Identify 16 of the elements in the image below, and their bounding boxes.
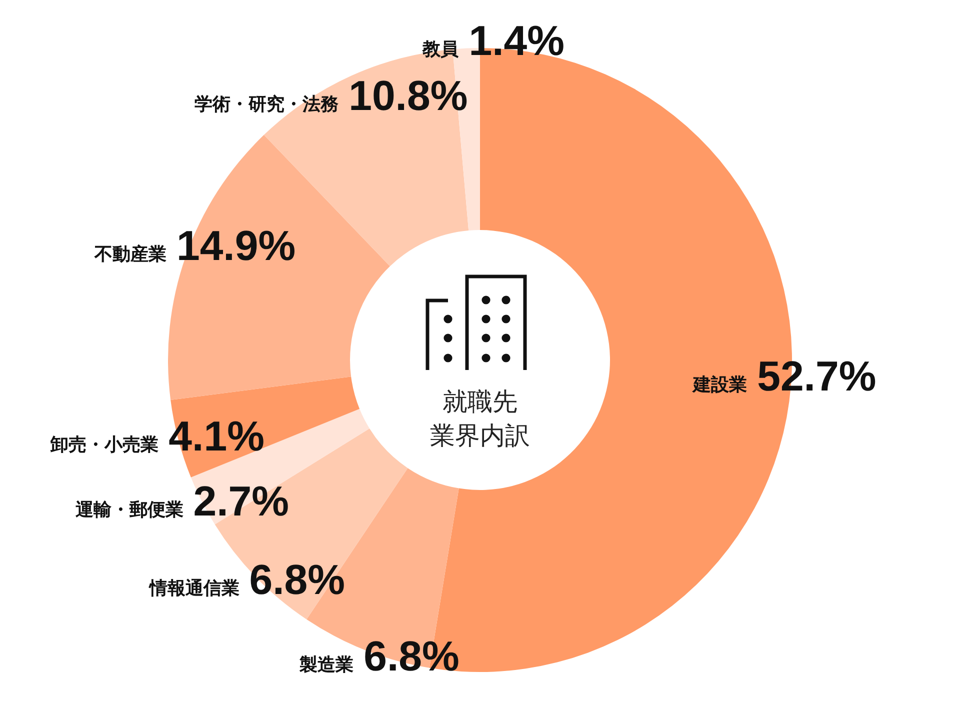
slice-label: 教員 <box>422 39 460 59</box>
slice-label: 情報通信業 <box>148 578 240 598</box>
data-label: 6.8% <box>364 632 460 680</box>
slice-label: 運輸・郵便業 <box>74 499 184 520</box>
text: 就職先業界内訳 <box>430 388 530 450</box>
slice-label: 建設業 <box>691 374 748 394</box>
data-label: 2.7% <box>193 477 290 524</box>
data-label: 14.9% <box>176 222 296 270</box>
data-label: 6.8% <box>249 556 345 603</box>
slice-label: 不動産業 <box>93 244 166 264</box>
donut-slice <box>168 134 390 400</box>
slice-label: 製造業 <box>298 654 354 674</box>
data-label: 1.4% <box>468 17 564 64</box>
data-label: 10.8% <box>348 72 468 119</box>
slice-label: 卸売・小売業 <box>50 434 159 455</box>
slice-label: 学術・研究・法務 <box>194 94 339 114</box>
